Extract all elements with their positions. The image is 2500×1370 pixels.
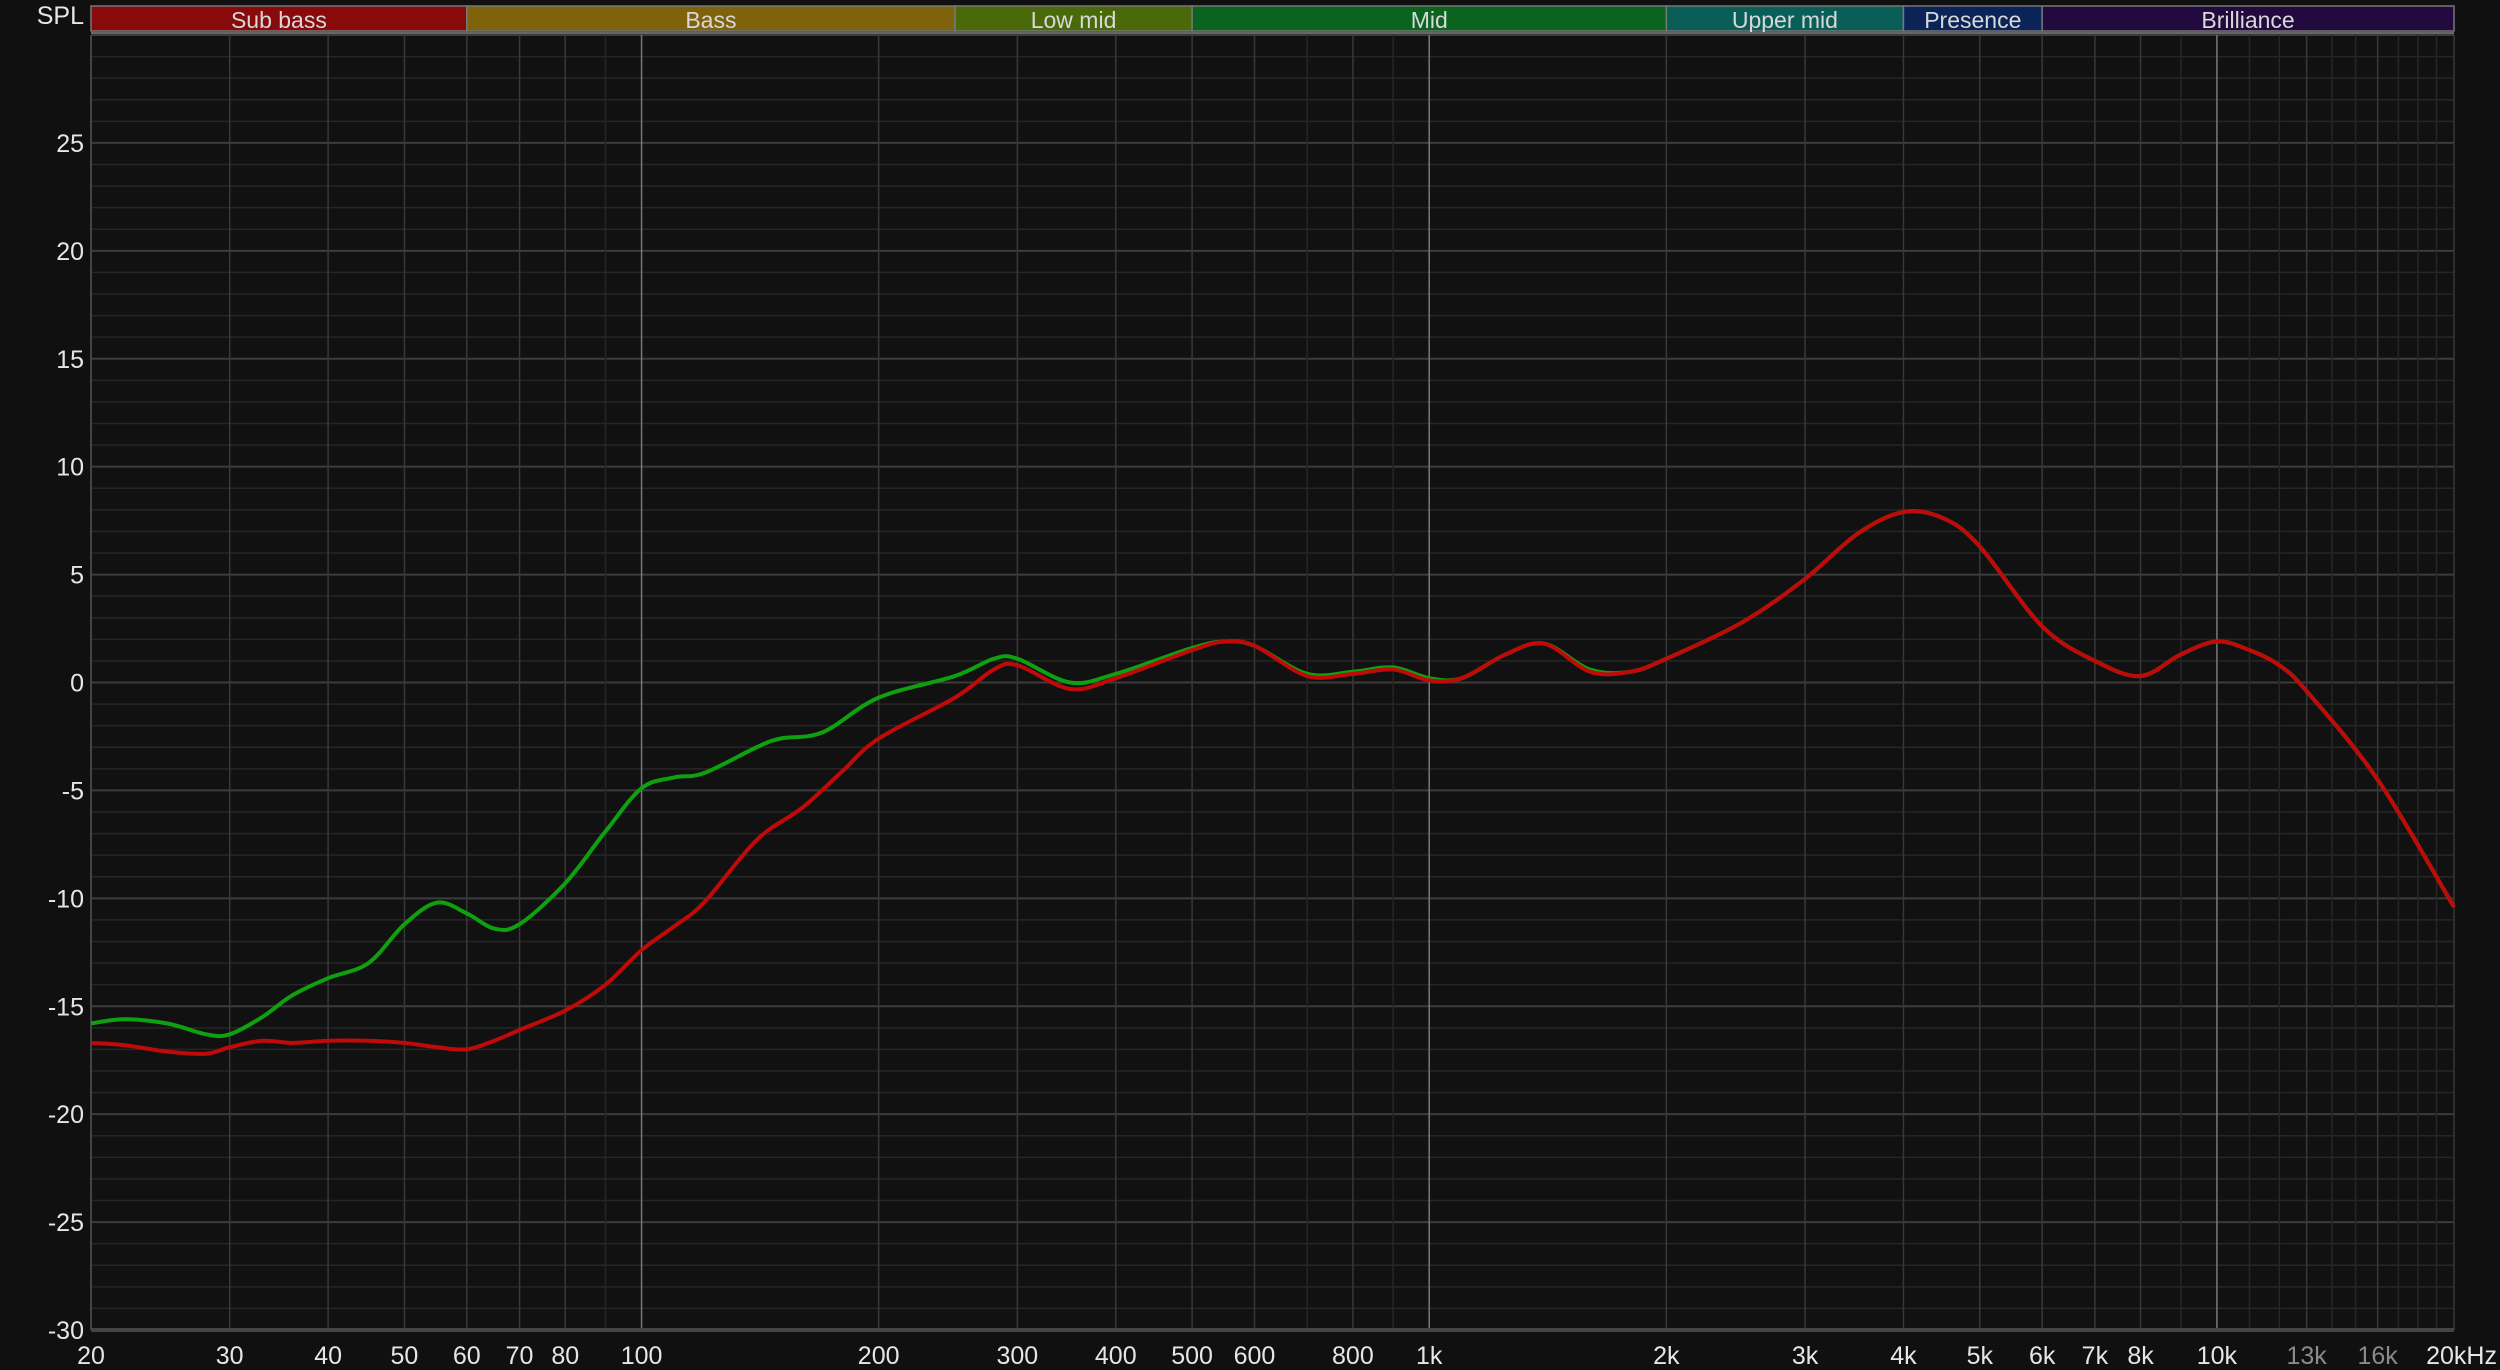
y-tick-label: 10 xyxy=(56,454,84,482)
band-brilliance xyxy=(2041,5,2455,32)
x-tick-label: 10k xyxy=(2197,1342,2238,1370)
y-tick-label: -30 xyxy=(48,1317,84,1345)
x-tick-label: 70 xyxy=(506,1342,534,1370)
x-tick-label: 50 xyxy=(391,1342,419,1370)
x-axis-ticks: 20 30 40 50 60 70 80 100 200 300 400 500 600 800 1k 2k 3… xyxy=(77,1342,2497,1370)
grid xyxy=(90,34,2455,1332)
y-tick-label: 20 xyxy=(56,238,84,266)
x-tick-label: 20kHz xyxy=(2426,1342,2497,1370)
band-mid xyxy=(1191,5,1668,32)
y-tick-label: 25 xyxy=(56,130,84,158)
x-tick-label: 300 xyxy=(997,1342,1039,1370)
frequency-bands-bar: Sub bass Bass Low mid Mid Upper mid Presence B… xyxy=(90,5,2455,34)
x-tick-label: 2k xyxy=(1653,1342,1680,1370)
band-bass xyxy=(466,5,956,32)
x-tick-label: 5k xyxy=(1967,1342,1994,1370)
band-presence xyxy=(1902,5,2043,32)
y-axis-ticks: 25 20 15 10 5 0 -5 -10 -15 -20 -25 -30 xyxy=(48,130,84,1345)
band-label: Presence xyxy=(1924,7,2021,33)
y-tick-label: -25 xyxy=(48,1209,84,1237)
band-label: Low mid xyxy=(1031,7,1117,33)
x-tick-label: 40 xyxy=(314,1342,342,1370)
y-tick-label: -5 xyxy=(62,777,84,805)
x-tick-label: 4k xyxy=(1890,1342,1917,1370)
x-tick-label: 6k xyxy=(2029,1342,2056,1370)
x-tick-label: 400 xyxy=(1095,1342,1137,1370)
x-tick-label: 13k xyxy=(2286,1342,2327,1370)
x-tick-label: 20 xyxy=(77,1342,105,1370)
band-label: Sub bass xyxy=(231,7,327,33)
x-tick-label: 200 xyxy=(858,1342,900,1370)
x-tick-label: 800 xyxy=(1332,1342,1374,1370)
x-tick-label: 60 xyxy=(453,1342,481,1370)
x-tick-label: 100 xyxy=(621,1342,663,1370)
y-tick-label: 15 xyxy=(56,346,84,374)
band-low-mid xyxy=(954,5,1193,32)
band-label: Mid xyxy=(1411,7,1448,33)
y-tick-label: -10 xyxy=(48,885,84,913)
y-tick-label: -15 xyxy=(48,993,84,1021)
x-tick-label: 7k xyxy=(2082,1342,2109,1370)
x-tick-label: 16k xyxy=(2358,1342,2399,1370)
band-label: Upper mid xyxy=(1732,7,1838,33)
series-line-red xyxy=(90,509,2456,1056)
band-sub-bass xyxy=(90,5,468,32)
y-tick-label: -20 xyxy=(48,1101,84,1129)
x-tick-label: 600 xyxy=(1234,1342,1276,1370)
x-tick-label: 80 xyxy=(551,1342,579,1370)
band-label: Brilliance xyxy=(2201,7,2294,33)
x-tick-label: 30 xyxy=(216,1342,244,1370)
y-tick-label: 5 xyxy=(70,562,84,590)
x-tick-label: 8k xyxy=(2127,1342,2154,1370)
y-axis-label: SPL xyxy=(37,2,84,30)
x-tick-label: 1k xyxy=(1416,1342,1443,1370)
y-tick-label: 0 xyxy=(70,670,84,698)
x-tick-label: 3k xyxy=(1792,1342,1819,1370)
series-lines xyxy=(90,509,2456,1056)
x-tick-label: 500 xyxy=(1171,1342,1213,1370)
band-label: Bass xyxy=(685,7,736,33)
band-upper-mid xyxy=(1665,5,1905,32)
